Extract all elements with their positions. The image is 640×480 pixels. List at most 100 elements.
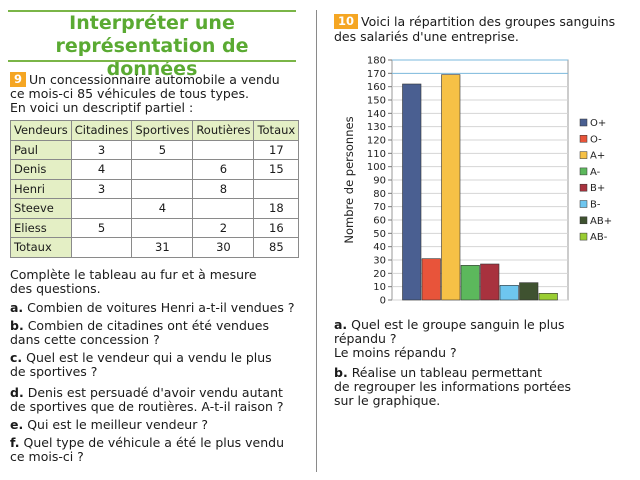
question-9d: d. Denis est persuadé d'avoir vendu auta…: [10, 386, 300, 414]
exercise-9-intro-line2: ce mois-ci 85 véhicules de tous types.: [10, 86, 249, 101]
question-letter: b.: [334, 365, 348, 380]
question-text: Quel est le vendeur qui a vendu le plus: [26, 350, 272, 365]
row-header: Totaux: [10, 237, 72, 258]
table-cell: 2: [192, 217, 255, 238]
question-letter: b.: [10, 318, 24, 333]
y-tick-label: 140: [367, 109, 386, 120]
exercise-10-intro: 10 Voici la répartition des groupes sangu…: [334, 14, 634, 44]
exercise-10-intro-line1: Voici la répartition des groupes sanguin…: [361, 14, 616, 29]
legend-swatch: [579, 232, 588, 241]
instruction-line1: Complète le tableau au fur et à mesure: [10, 267, 257, 282]
legend-label: AB-: [590, 232, 608, 243]
legend-swatch: [579, 135, 588, 143]
sales-table-header-row: Vendeurs Citadines Sportives Routières T…: [10, 120, 300, 141]
y-tick-label: 180: [367, 56, 386, 67]
table-cell: 30: [192, 237, 255, 258]
exercise-9-intro-line3: En voici un descriptif partiel :: [10, 100, 194, 115]
row-header: Paul: [10, 139, 72, 160]
row-header: Steeve: [10, 198, 72, 219]
y-tick-label: 160: [367, 82, 386, 93]
bar-b-minusplus: [480, 263, 500, 301]
y-tick-label: 90: [373, 176, 386, 187]
column-header: Vendeurs: [10, 120, 72, 141]
question-letter: e.: [10, 417, 24, 432]
column-header: Routières: [192, 120, 255, 141]
table-cell: [131, 159, 194, 180]
table-row: Totaux 31 30 85: [10, 237, 300, 258]
legend-swatch: [579, 200, 588, 208]
exercise-9-badge: 9: [10, 72, 27, 87]
question-text-cont: répandu ?: [334, 331, 397, 346]
table-cell: 18: [253, 198, 300, 219]
y-tick-label: 120: [367, 136, 386, 147]
y-tick-label: 50: [373, 229, 386, 240]
y-tick-label: 170: [367, 69, 386, 80]
question-10b: b. Réalise un tableau permettant de regr…: [334, 366, 634, 408]
question-letter: d.: [10, 385, 24, 400]
table-cell: 15: [253, 159, 300, 180]
exercise-9-instruction: Complète le tableau au fur et à mesure d…: [10, 268, 300, 296]
y-tick-label: 100: [367, 162, 386, 173]
table-cell: 31: [131, 237, 194, 258]
column-header: Sportives: [131, 120, 194, 141]
table-cell: 4: [70, 159, 133, 180]
instruction-line2: des questions.: [10, 281, 101, 296]
table-cell: [131, 217, 194, 238]
column-header: Totaux: [253, 120, 300, 141]
bar-a-minusplus: [441, 74, 461, 301]
table-row: Steeve 4 18: [10, 198, 300, 219]
legend-label: O+: [590, 118, 606, 129]
exercise-9-intro: 9 Un concessionnaire automobile a vendu c…: [10, 72, 300, 115]
exercise-10-badge: 10: [334, 14, 359, 29]
bar-o-minusplus: [402, 83, 422, 301]
bar-ab-minus: [538, 293, 558, 301]
table-cell: 8: [192, 178, 255, 199]
column-divider: [316, 10, 317, 472]
row-header: Henri: [10, 178, 72, 199]
question-9b: b. Combien de citadines ont été vendues …: [10, 319, 300, 347]
y-tick-label: 70: [373, 202, 386, 213]
table-row: Denis 4 6 15: [10, 159, 300, 180]
legend-swatch: [579, 118, 588, 127]
y-axis-label: Nombre de personnes: [342, 116, 356, 243]
row-header: Denis: [10, 159, 72, 180]
question-text-cont: sur le graphique.: [334, 393, 441, 408]
bar-a-minus: [460, 265, 480, 301]
y-tick-label: 130: [367, 122, 386, 133]
y-tick-label: 0: [380, 296, 386, 307]
question-text: Quel type de véhicule a été le plus vend…: [23, 435, 285, 450]
legend-swatch: [579, 151, 588, 159]
bar-ab-minusplus: [519, 282, 539, 301]
question-9f: f. Quel type de véhicule a été le plus v…: [10, 436, 300, 464]
legend-swatch: [579, 216, 588, 225]
table-row: Paul 3 5 17: [10, 139, 300, 160]
y-tick-label: 110: [367, 149, 386, 160]
y-tick-label: 40: [373, 242, 386, 253]
question-text: Combien de voitures Henri a-t-il vendues…: [27, 300, 295, 315]
table-cell: [70, 198, 133, 219]
exercise-9-intro-line1: Un concessionnaire automobile a vendu: [29, 72, 280, 87]
question-text-cont: ce mois-ci ?: [10, 449, 84, 464]
table-row: Eliess 5 2 16: [10, 217, 300, 238]
row-header: Eliess: [10, 217, 72, 238]
question-text: Denis est persuadé d'avoir vendu autant: [27, 385, 283, 400]
question-text: Réalise un tableau permettant: [351, 365, 543, 380]
table-cell: [192, 139, 255, 160]
table-cell: 16: [253, 217, 300, 238]
legend-label: O-: [590, 134, 602, 145]
question-text-cont: de regrouper les informations portées: [334, 379, 572, 394]
question-9e: e. Qui est le meilleur vendeur ?: [10, 418, 300, 432]
question-letter: c.: [10, 350, 23, 365]
table-cell: 3: [70, 139, 133, 160]
table-cell: 85: [253, 237, 300, 258]
page-title-line1: Interpréter une: [69, 12, 235, 34]
table-cell: [192, 198, 255, 219]
question-text-cont: dans cette concession ?: [10, 332, 160, 347]
table-cell: [253, 178, 300, 199]
table-cell: 4: [131, 198, 194, 219]
table-cell: [70, 237, 133, 258]
legend-label: B-: [590, 200, 601, 211]
y-tick-label: 150: [367, 96, 386, 107]
question-letter: f.: [10, 435, 20, 450]
y-tick-label: 80: [373, 189, 386, 200]
